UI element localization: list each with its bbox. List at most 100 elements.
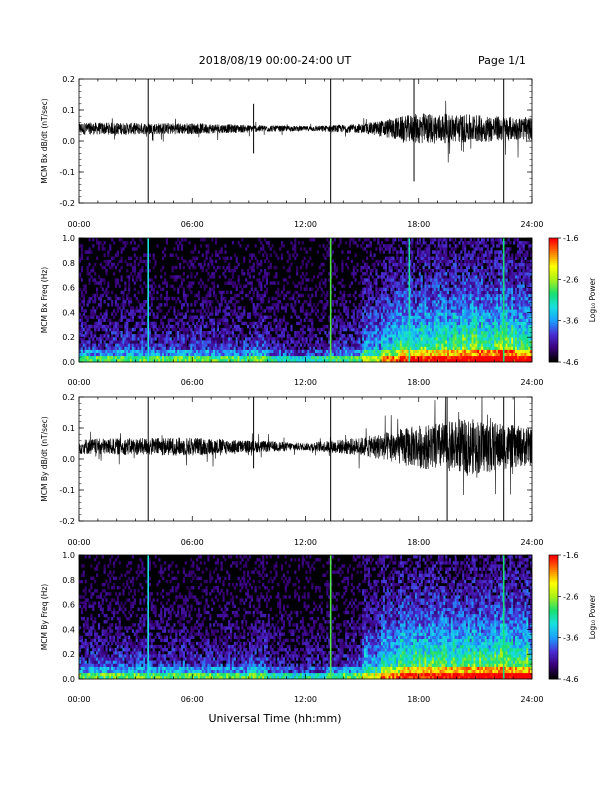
spectrogram-cell	[356, 340, 359, 344]
spectrogram-cell	[328, 253, 331, 257]
spectrogram-cell	[95, 256, 99, 260]
spectrogram-cell	[269, 306, 272, 310]
spectrogram-cell	[454, 309, 457, 313]
spectrogram-cell	[294, 331, 297, 335]
spectrogram-cell	[405, 241, 408, 245]
spectrogram-cell	[439, 256, 442, 260]
spectrogram-cell	[226, 331, 229, 335]
spectrogram-cell	[424, 303, 427, 307]
spectrogram-cell	[135, 256, 138, 260]
spectrogram-cell	[433, 315, 437, 319]
spectrogram-cell	[97, 358, 101, 363]
spectrogram-cell	[79, 327, 82, 332]
spectrogram-cell	[94, 293, 97, 298]
spectrogram-cell	[112, 349, 116, 353]
spectrogram-cell	[265, 287, 269, 291]
spectrogram-cell	[465, 331, 469, 335]
spectrogram-cell	[424, 346, 427, 350]
spectrogram-cell	[120, 278, 123, 282]
spectrogram-cell	[279, 334, 282, 338]
spectrogram-cell	[328, 352, 331, 357]
spectrogram-cell	[192, 358, 195, 363]
spectrogram-cell	[197, 324, 201, 329]
spectrogram-cell	[309, 349, 312, 353]
spectrogram-cell	[196, 315, 199, 319]
spectrogram-cell	[424, 327, 427, 332]
spectrogram-cell	[252, 321, 255, 326]
spectrogram-cell	[382, 349, 386, 353]
spectrogram-cell	[424, 253, 427, 257]
spectrogram-cell	[464, 340, 467, 344]
spectrogram-cell	[205, 253, 208, 257]
spectrogram-cell	[203, 287, 206, 291]
spectrogram-cell	[218, 306, 221, 310]
spectrogram-cell	[337, 318, 340, 322]
spectrogram-cell	[258, 278, 261, 282]
spectrogram-cell	[124, 358, 127, 363]
spectrogram-cell	[294, 241, 297, 245]
spectrogram-cell	[413, 355, 416, 360]
spectrogram-cell	[233, 340, 236, 344]
spectrogram-cell	[103, 241, 106, 245]
spectrogram-cell	[241, 340, 244, 344]
spectrogram-cell	[418, 293, 421, 298]
spectrogram-cell	[216, 343, 219, 347]
spectrogram-cell	[322, 269, 325, 273]
spectrogram-cell	[180, 306, 184, 310]
spectrogram-cell	[267, 358, 270, 363]
spectrogram-cell	[97, 296, 101, 301]
spectrogram-cell	[269, 346, 272, 350]
spectrogram-cell	[356, 269, 359, 273]
spectrogram-cell	[430, 287, 433, 291]
spectrogram-cell	[405, 312, 408, 316]
spectrogram-cell	[390, 318, 393, 322]
spectrogram-cell	[135, 352, 138, 357]
spectrogram-cell	[424, 312, 427, 316]
spectrogram-cell	[243, 340, 246, 344]
spectrogram-cell	[460, 312, 463, 316]
spectrogram-cell	[445, 303, 448, 307]
spectrogram-cell	[362, 327, 365, 332]
spectrogram-cell	[118, 355, 121, 360]
spectrogram-cell	[381, 346, 384, 350]
spectrogram-cell	[143, 281, 146, 285]
spectrogram-cell	[316, 352, 320, 357]
spectrogram-cell	[171, 352, 174, 357]
spectrogram-cell	[124, 352, 127, 357]
spectrogram-cell	[375, 358, 378, 363]
spectrogram-cell	[397, 312, 401, 316]
spectrogram-cell	[167, 296, 170, 301]
spectrogram-cell	[262, 337, 265, 341]
spectrogram-cell	[139, 337, 142, 341]
spectrogram-cell	[424, 340, 427, 344]
spectrogram-cell	[152, 334, 155, 338]
spectrogram-cell	[180, 321, 184, 326]
spectrogram-cell	[197, 334, 201, 338]
spectrogram-cell	[420, 327, 423, 332]
spectrogram-cell	[388, 349, 391, 353]
spectrogram-cell	[254, 334, 257, 338]
spectrogram-cell	[314, 293, 318, 298]
spectrogram-cell	[469, 303, 472, 307]
spectrogram-cell	[448, 337, 452, 341]
spectrogram-cell	[411, 250, 414, 254]
spectrogram-cell	[430, 303, 433, 307]
spectrogram-cell	[441, 262, 444, 267]
spectrogram-cell	[263, 349, 267, 353]
spectrogram-cell	[328, 318, 331, 322]
spectrogram-cell	[339, 358, 342, 363]
spectrogram-cell	[445, 284, 448, 288]
spectrogram-cell	[452, 337, 455, 341]
spectrogram-cell	[384, 303, 387, 307]
spectrogram-cell	[411, 312, 414, 316]
spectrogram-cell	[448, 244, 452, 248]
spectrogram-cell	[396, 287, 399, 291]
spectrogram-cell	[320, 318, 323, 322]
spectrogram-cell	[339, 334, 342, 338]
spectrogram-cell	[179, 352, 182, 357]
spectrogram-cell	[381, 290, 384, 295]
spectrogram-cell	[177, 244, 180, 248]
spectrogram-cell	[437, 303, 440, 307]
spectrogram-cell	[88, 238, 91, 242]
spectrogram-cell	[239, 343, 242, 347]
